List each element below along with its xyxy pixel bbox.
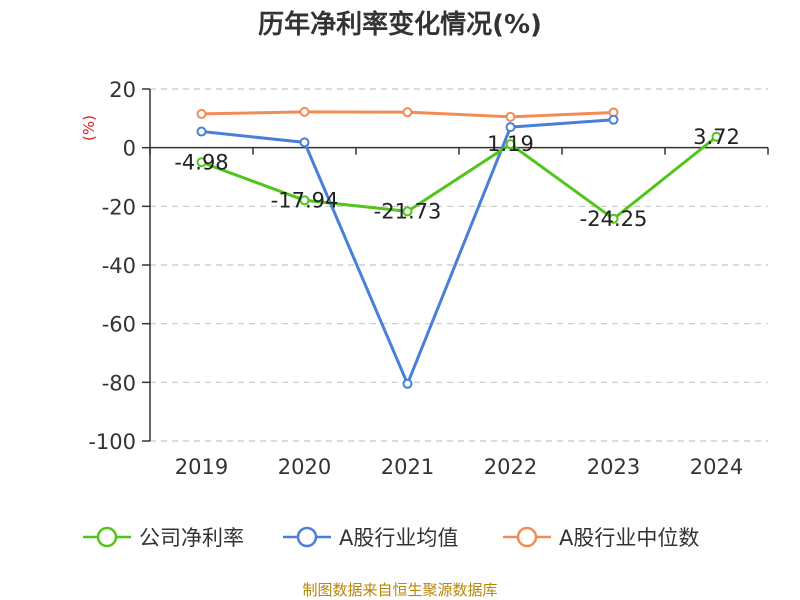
data-label: -21.73: [374, 199, 442, 223]
y-tick-label: -100: [88, 430, 136, 454]
data-point[interactable]: [505, 111, 516, 122]
data-point[interactable]: [196, 157, 207, 168]
legend-label[interactable]: A股行业中位数: [559, 526, 699, 550]
data-label: -17.94: [271, 188, 339, 212]
series-line: [201, 118, 614, 386]
legend-label[interactable]: 公司净利率: [139, 526, 244, 550]
data-point[interactable]: [402, 107, 413, 118]
data-label: -24.25: [580, 207, 648, 231]
data-point[interactable]: [196, 126, 207, 137]
x-tick-label: 2023: [587, 455, 640, 479]
data-labels: -4.98 -17.94 -21.73 1.19 -24.25 3.72: [174, 125, 740, 231]
y-axis-unit: (%): [80, 115, 98, 141]
data-point[interactable]: [608, 114, 619, 125]
data-point[interactable]: [196, 108, 207, 119]
data-point[interactable]: [505, 139, 516, 150]
data-point[interactable]: [299, 137, 310, 148]
y-tick-label: -60: [102, 313, 136, 337]
data-point[interactable]: [608, 213, 619, 224]
legend-marker: [96, 526, 118, 548]
data-point[interactable]: [402, 206, 413, 217]
y-tick-label: 20: [109, 78, 136, 102]
y-tick-label: -80: [102, 371, 136, 395]
data-point[interactable]: [505, 122, 516, 133]
source-note: 制图数据来自恒生聚源数据库: [302, 581, 498, 599]
data-point[interactable]: [299, 195, 310, 206]
x-tick-label: 2022: [484, 455, 537, 479]
y-tick-label: -20: [102, 195, 136, 219]
legend-marker: [296, 526, 318, 548]
legend[interactable]: 公司净利率 A股行业均值 A股行业中位数: [83, 526, 699, 550]
axes: 20 0 -20 -40 -60 -80 -100 2019 2020 2021 2022 2023 2…: [80, 78, 769, 479]
gridlines: [150, 88, 768, 442]
series-lines: [196, 106, 722, 389]
data-point[interactable]: [711, 131, 722, 142]
x-tick-label: 2019: [175, 455, 228, 479]
data-label: 3.72: [693, 125, 740, 149]
legend-marker: [516, 526, 538, 548]
data-point[interactable]: [299, 106, 310, 117]
legend-label[interactable]: A股行业均值: [339, 526, 458, 550]
series-line: [200, 135, 718, 221]
y-tick-label: 0: [123, 137, 136, 161]
y-tick-label: -40: [102, 254, 136, 278]
x-tick-label: 2020: [278, 455, 331, 479]
data-label: -4.98: [174, 150, 228, 174]
x-tick-label: 2021: [381, 455, 434, 479]
x-tick-label: 2024: [690, 455, 743, 479]
data-point[interactable]: [402, 378, 413, 389]
chart-title: 历年净利率变化情况(%): [258, 10, 542, 40]
data-label: 1.19: [487, 132, 534, 156]
